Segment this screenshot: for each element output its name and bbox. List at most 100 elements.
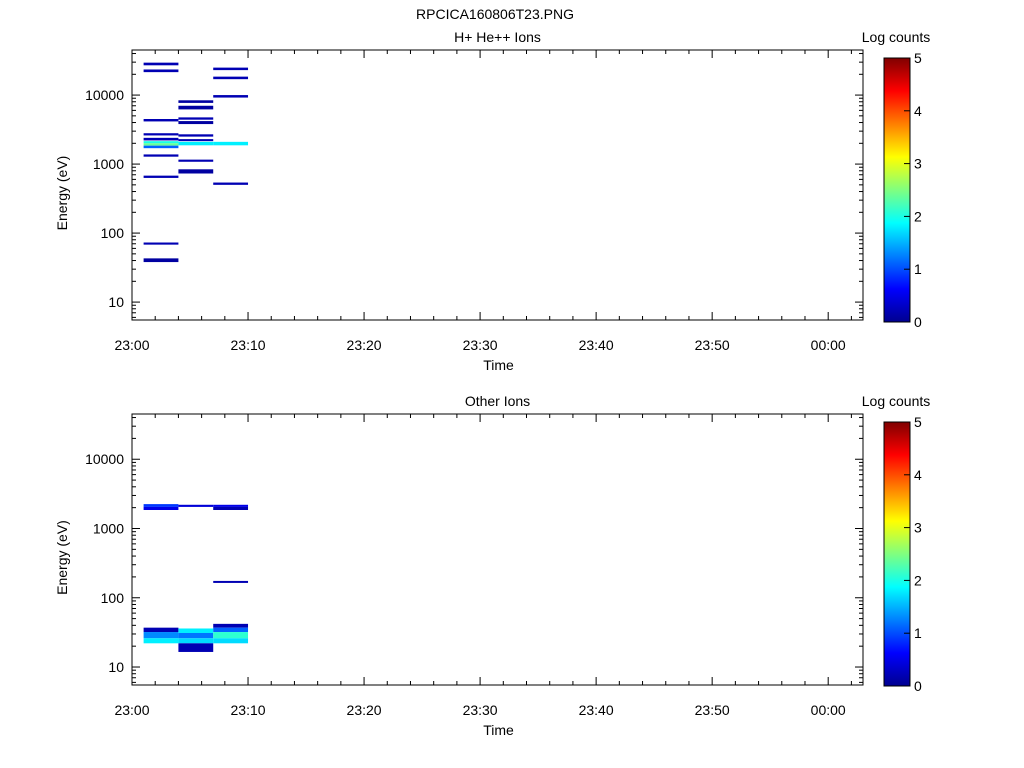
y-tick-label: 1000	[93, 520, 124, 536]
heatmap-cell	[143, 62, 179, 66]
y-tick-label: 1000	[93, 156, 124, 172]
heatmap-cell	[178, 121, 214, 125]
y-axis: 10 100 1000 10000	[85, 417, 863, 683]
heatmap-cell	[143, 133, 179, 136]
plot-frame	[131, 49, 864, 321]
colorbar-tick-label: 5	[914, 414, 922, 430]
heatmap-cell	[143, 175, 179, 178]
heatmap-cells	[143, 504, 249, 652]
x-tick-label: 23:30	[463, 337, 498, 353]
y-axis-label: Energy (eV)	[54, 520, 70, 595]
heatmap-cell	[143, 638, 179, 644]
heatmap-cell	[178, 628, 214, 633]
heatmap-cell	[143, 258, 179, 263]
y-tick-label: 10000	[85, 87, 124, 103]
heatmap-cell	[213, 141, 249, 146]
heatmap-cells	[143, 62, 249, 263]
heatmap-cell	[178, 105, 214, 110]
plot-frame	[131, 413, 864, 686]
x-tick-label: 00:00	[811, 702, 846, 718]
x-tick-label: 23:10	[231, 702, 266, 718]
heatmap-cell	[178, 632, 214, 639]
heatmap-cell	[178, 504, 214, 507]
x-tick-label: 23:00	[114, 337, 149, 353]
heatmap-cell	[143, 69, 179, 73]
heatmap-cell	[213, 580, 249, 583]
x-tick-label: 23:50	[695, 337, 730, 353]
heatmap-cell	[143, 504, 179, 507]
heatmap-cell	[213, 182, 249, 185]
y-axis: 10 100 1000 10000	[85, 53, 863, 318]
x-tick-label: 23:10	[231, 337, 266, 353]
heatmap-cell	[143, 119, 179, 122]
heatmap-cell	[143, 632, 179, 639]
colorbar-tick-label: 1	[914, 261, 922, 277]
heatmap-cell	[143, 242, 179, 245]
x-tick-label: 23:20	[347, 702, 382, 718]
colorbar-tick-label: 4	[914, 103, 922, 119]
heatmap-cell	[178, 139, 214, 142]
heatmap-cell	[143, 154, 179, 157]
colorbar-gradient	[883, 421, 911, 687]
x-axis-label: Time	[483, 722, 514, 738]
colorbar-label: Log counts	[862, 393, 931, 409]
colorbar: Log counts 0 1 2 3 4 5	[862, 393, 931, 694]
y-tick-label: 100	[101, 225, 125, 241]
colorbar-tick-label: 1	[914, 625, 922, 641]
heatmap-cell	[143, 145, 179, 149]
y-tick-label: 100	[101, 590, 125, 606]
y-tick-label: 10000	[85, 451, 124, 467]
heatmap-cell	[143, 143, 179, 146]
heatmap-cell	[178, 169, 214, 174]
colorbar-tick-label: 0	[914, 314, 922, 330]
heatmap-cell	[213, 95, 249, 98]
x-tick-label: 23:00	[114, 702, 149, 718]
heatmap-cell	[213, 627, 249, 633]
x-axis-label: Time	[483, 357, 514, 373]
heatmap-cell	[213, 67, 249, 71]
x-tick-label: 23:40	[579, 337, 614, 353]
heatmap-cell	[213, 623, 249, 628]
colorbar-tick-label: 5	[914, 50, 922, 66]
colorbar-tick-label: 0	[914, 678, 922, 694]
figure-title: RPCICA160806T23.PNG	[416, 6, 574, 22]
colorbar-tick-label: 2	[914, 208, 922, 224]
colorbar: Log counts 0 1 2 3 4 5	[862, 29, 931, 330]
colorbar-gradient	[883, 57, 911, 323]
heatmap-cell	[178, 141, 214, 146]
heatmap-cell	[143, 627, 179, 633]
heatmap-cell	[213, 504, 249, 507]
x-axis: 23:00 23:10 23:20 23:30 23:40 23:50 00:00	[114, 50, 852, 353]
heatmap-cell	[213, 632, 249, 639]
colorbar-label: Log counts	[862, 29, 931, 45]
heatmap-cell	[213, 76, 249, 80]
y-axis-label: Energy (eV)	[54, 156, 70, 231]
x-tick-label: 23:30	[463, 702, 498, 718]
colorbar-tick-label: 2	[914, 572, 922, 588]
colorbar-tick-label: 4	[914, 467, 922, 483]
heatmap-cell	[213, 506, 249, 510]
heatmap-cell	[143, 141, 179, 144]
y-tick-label: 10	[108, 659, 124, 675]
x-axis: 23:00 23:10 23:20 23:30 23:40 23:50 00:00	[114, 414, 852, 718]
x-tick-label: 00:00	[811, 337, 846, 353]
heatmap-cell	[213, 638, 249, 644]
x-tick-label: 23:50	[695, 702, 730, 718]
heatmap-cell	[178, 643, 214, 652]
panel-title: Other Ions	[465, 393, 530, 409]
heatmap-cell	[178, 117, 214, 120]
x-tick-label: 23:20	[347, 337, 382, 353]
heatmap-cell	[178, 638, 214, 644]
colorbar-tick-label: 3	[914, 156, 922, 172]
heatmap-cell	[143, 506, 179, 510]
colorbar-tick-label: 3	[914, 520, 922, 536]
heatmap-cell	[178, 100, 214, 103]
panel-2: Other Ions 23:00 23:10 23:20 23:30 23:40 23:50…	[54, 393, 930, 738]
heatmap-cell	[178, 134, 214, 137]
x-tick-label: 23:40	[579, 702, 614, 718]
heatmap-cell	[178, 159, 214, 162]
panel-title: H+ He++ Ions	[454, 29, 541, 45]
y-tick-label: 10	[108, 294, 124, 310]
